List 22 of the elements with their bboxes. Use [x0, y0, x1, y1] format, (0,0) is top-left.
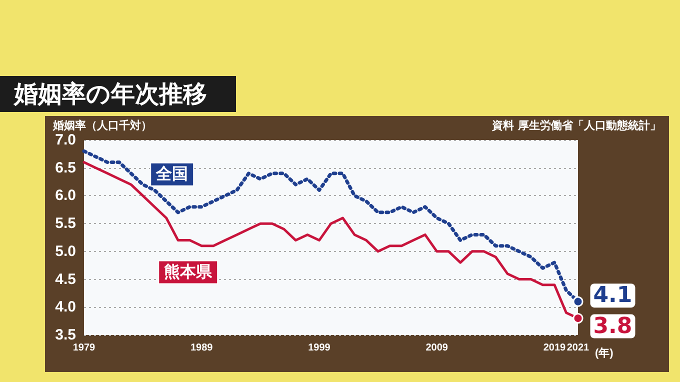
series-label: 熊本県	[164, 262, 214, 281]
text: 3.5	[55, 326, 76, 344]
x-axis-title: (年)	[595, 346, 614, 360]
text: 4.5	[55, 270, 76, 288]
text: 5.0	[55, 242, 76, 260]
data-label: 3.8	[593, 314, 632, 339]
x-tick-label: 2009	[426, 342, 448, 354]
text: 7.0	[55, 132, 76, 148]
chart-title: 婚姻率の年次推移	[0, 76, 236, 112]
text: 6.0	[55, 187, 76, 204]
x-tick-label: 2021	[566, 342, 590, 354]
text: 4.0	[55, 298, 76, 316]
series-label: 全国	[155, 164, 188, 183]
x-tick-label: 1979	[72, 342, 96, 354]
x-tick-label: 2019	[543, 342, 566, 354]
text: 6.5	[55, 159, 76, 176]
y-axis-title: 婚姻率（人口千対）	[53, 118, 152, 133]
text: 5.5	[55, 215, 76, 232]
text: 資料 厚生労働省「人口動態統計」	[492, 118, 661, 133]
x-tick-label: 1999	[308, 342, 331, 354]
x-tick-label: 1989	[190, 342, 214, 354]
data-label: 4.1	[593, 283, 632, 308]
